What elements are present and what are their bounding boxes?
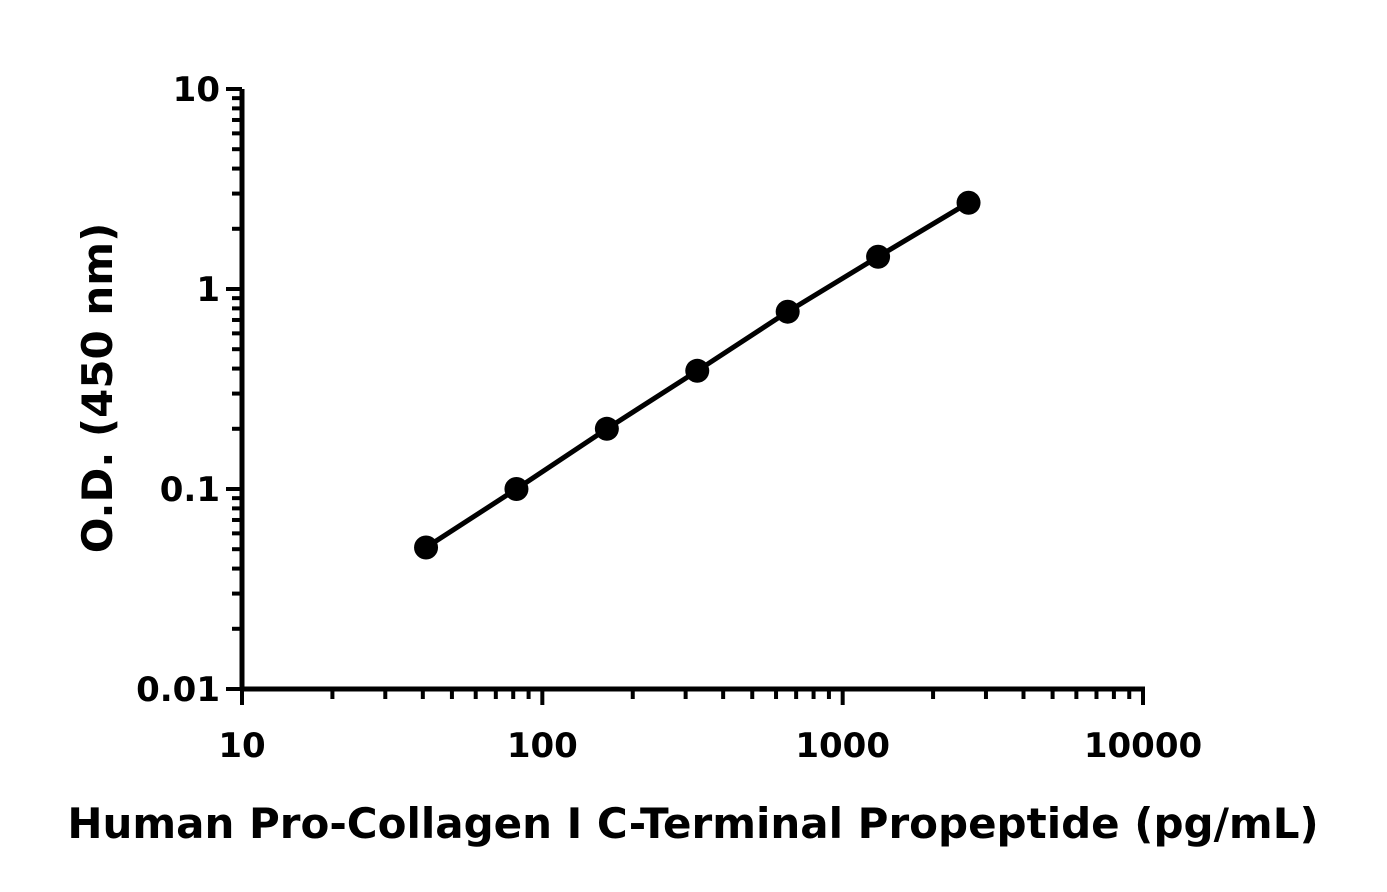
y-tick-label: 10 xyxy=(173,70,220,110)
y-tick-label: 1 xyxy=(196,270,220,310)
y-axis-title: O.D. (450 nm) xyxy=(73,223,122,554)
data-point xyxy=(685,358,710,383)
data-point xyxy=(866,244,891,269)
data-point xyxy=(414,535,439,560)
x-axis-title: Human Pro-Collagen I C-Terminal Propepti… xyxy=(67,799,1318,848)
y-tick-label: 0.1 xyxy=(160,470,220,510)
x-tick-label: 100 xyxy=(507,726,578,766)
data-point xyxy=(956,190,981,215)
y-tick-labels: 0.01 0.1 1 10 xyxy=(136,70,220,710)
axes xyxy=(226,87,1145,705)
data-point xyxy=(504,477,529,501)
x-tick-labels: 10 100 1000 10000 xyxy=(218,726,1202,766)
data-point xyxy=(594,416,619,441)
data-point xyxy=(775,299,800,324)
plot-series xyxy=(414,190,981,560)
x-tick-label: 1000 xyxy=(795,726,890,766)
x-tick-label: 10000 xyxy=(1084,726,1202,766)
x-tick-label: 10 xyxy=(218,726,265,766)
y-tick-label: 0.01 xyxy=(136,670,220,710)
